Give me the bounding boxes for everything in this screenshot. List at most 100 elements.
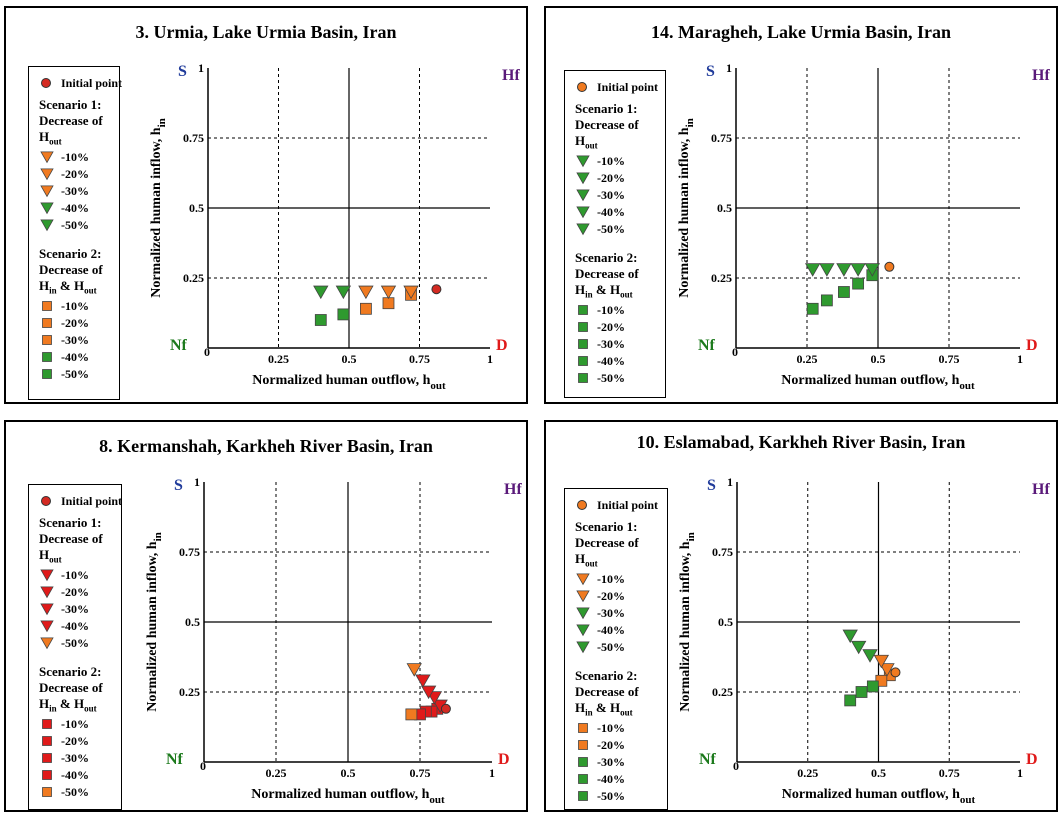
legend-scenario1-heading: Scenario 1: Decrease of Hout	[575, 519, 639, 569]
x-tick-label: 0.25	[797, 766, 818, 780]
x-tick-label: 0.25	[266, 766, 287, 780]
legend-label: Initial point	[597, 498, 659, 512]
legend-label: -10%	[597, 572, 625, 586]
scenario2-point	[820, 294, 833, 307]
chart-panel-eslamabad: 10. Eslamabad, Karkheh River Basin, Iran…	[544, 420, 1058, 812]
legend-label: -30%	[597, 606, 625, 620]
scenario2-point	[838, 286, 850, 298]
legend-marker	[40, 151, 54, 164]
legend-marker	[578, 339, 588, 349]
y-tick-label: 0.75	[711, 131, 732, 145]
legend-label: -30%	[597, 755, 625, 769]
legend-marker	[578, 791, 588, 801]
corner-label-d: D	[1026, 337, 1038, 354]
legend-marker	[42, 369, 52, 379]
triangle-marker	[40, 202, 54, 215]
legend-label: -20%	[597, 738, 625, 752]
legend-label: -30%	[597, 337, 625, 351]
chart-title: 14. Maragheh, Lake Urmia Basin, Iran	[650, 22, 951, 42]
legend-marker	[40, 569, 54, 582]
y-axis-label: Normalized human inflow, hin	[677, 118, 696, 298]
square-marker	[42, 753, 52, 763]
legend-marker	[40, 603, 54, 616]
scenario2-point	[360, 302, 372, 315]
legend-label: -50%	[597, 640, 625, 654]
triangle-marker	[40, 569, 54, 582]
triangle-marker	[40, 185, 54, 198]
y-tick-label: 0.75	[183, 131, 204, 145]
scenario1-point	[403, 285, 419, 300]
scenario1-point	[313, 285, 329, 300]
legend-marker	[578, 373, 588, 383]
scenario2-point	[852, 277, 865, 290]
legend-marker	[42, 301, 52, 311]
initial-point-marker	[577, 500, 587, 510]
scenario1-point	[850, 263, 866, 277]
legend-label: -10%	[597, 721, 625, 735]
y-axis-label: Normalized human inflow, hin	[678, 532, 697, 712]
legend-marker	[578, 305, 588, 315]
square-marker	[578, 356, 588, 366]
scenario1-point	[836, 263, 852, 277]
legend-label: Initial point	[61, 494, 123, 508]
legend-scenario2-heading: Scenario 2: Decrease of Hin & Hout	[39, 664, 103, 714]
legend-scenario1-heading: Scenario 1: Decrease of Hout	[575, 101, 639, 151]
y-tick-label: 0.5	[185, 615, 200, 629]
square-marker	[578, 757, 588, 767]
legend-marker	[42, 787, 52, 797]
square-marker	[42, 352, 52, 362]
scenario2-point	[844, 694, 857, 707]
scenario1-point	[862, 649, 878, 663]
legend-marker	[42, 753, 52, 763]
x-axis-label: Normalized human outflow, hout	[781, 373, 975, 392]
scenario1-point	[851, 640, 867, 655]
legend-marker	[578, 723, 588, 733]
y-tick-label: 0.25	[183, 271, 204, 285]
scatter-plot: 0.25 0.25 0.5 0.5 0.75 0.75 1 1 0 S Hf Nf D Normalize…	[145, 475, 522, 806]
square-marker	[578, 740, 588, 750]
y-tick-label: 0.5	[718, 615, 733, 629]
legend-marker	[40, 620, 54, 633]
legend-marker	[578, 757, 588, 767]
scenario2-point	[337, 308, 350, 321]
corner-label-nf: Nf	[698, 337, 716, 354]
square-marker	[42, 736, 52, 746]
legend-label: -50%	[61, 636, 89, 650]
legend-marker	[42, 719, 52, 729]
x-tick-label: 0.25	[268, 352, 289, 366]
triangle-marker	[576, 641, 590, 654]
legend-marker	[578, 740, 588, 750]
initial-point	[890, 667, 901, 678]
corner-label-nf: Nf	[699, 751, 717, 768]
y-axis-label: Normalized human inflow, hin	[145, 532, 164, 712]
corner-label-hf: Hf	[502, 67, 520, 84]
legend-label: -20%	[61, 167, 89, 181]
legend-label: -10%	[61, 150, 89, 164]
chart-title: 3. Urmia, Lake Urmia Basin, Iran	[135, 22, 397, 42]
legend-marker	[40, 202, 54, 215]
legend-label: -40%	[61, 350, 89, 364]
y-tick-label: 1	[198, 61, 204, 75]
corner-label-s: S	[174, 477, 183, 494]
legend-label: -10%	[61, 717, 89, 731]
scatter-plot: 0.25 0.25 0.5 0.5 0.75 0.75 1 1 0 S Hf Nf D Normalize…	[677, 61, 1050, 392]
x-axis-label: Normalized human outflow, hout	[252, 373, 446, 392]
chart-legend: Initial point Scenario 1: Decrease of Hout -…	[564, 70, 666, 398]
scenario2-point	[382, 297, 395, 310]
legend-marker	[41, 78, 51, 88]
y-tick-label: 0.25	[711, 271, 732, 285]
x-tick-label: 1	[487, 352, 493, 366]
corner-label-hf: Hf	[504, 481, 522, 498]
legend-marker	[576, 573, 590, 586]
legend-marker	[41, 496, 51, 506]
scenario1-point	[819, 263, 835, 277]
square-marker	[42, 335, 52, 345]
corner-label-nf: Nf	[170, 337, 188, 354]
legend-marker	[576, 223, 590, 236]
legend-marker	[40, 168, 54, 181]
legend-label: -40%	[597, 354, 625, 368]
origin-tick-label: 0	[204, 345, 210, 359]
chart-legend: Initial point Scenario 1: Decrease of Hout -…	[28, 66, 122, 400]
triangle-marker	[576, 624, 590, 637]
legend-label: -40%	[61, 201, 89, 215]
